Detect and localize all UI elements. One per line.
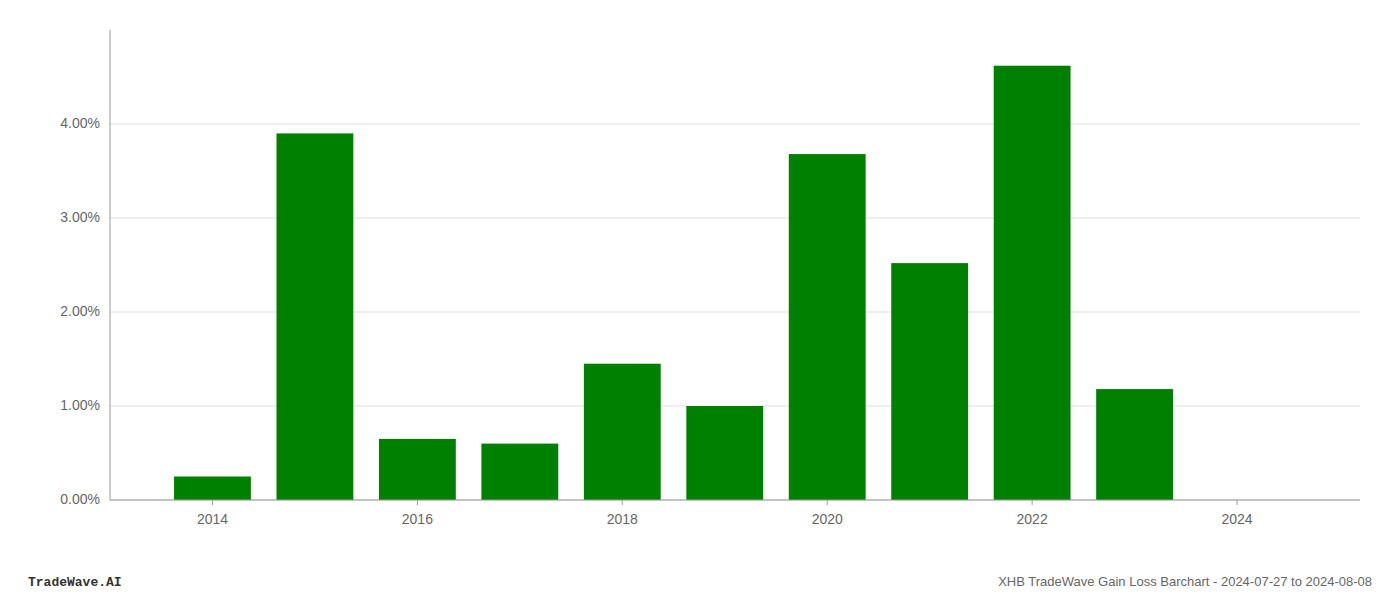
y-tick-labels: 0.00% 1.00% 2.00% 3.00% 4.00%: [60, 115, 100, 507]
y-tick-label: 3.00%: [60, 209, 100, 225]
axes: [110, 30, 1360, 500]
bar: [481, 444, 558, 500]
chart-container: 0.00% 1.00% 2.00% 3.00% 4.00% 2014 2016 2018 202…: [0, 0, 1400, 600]
y-tick-label: 1.00%: [60, 397, 100, 413]
bar: [379, 439, 456, 500]
x-tick: [1237, 500, 1238, 505]
x-tick-label: 2016: [402, 511, 433, 527]
y-tick-label: 0.00%: [60, 491, 100, 507]
x-tick-label: 2020: [812, 511, 843, 527]
x-tick: [212, 500, 213, 505]
x-tick-label: 2022: [1017, 511, 1048, 527]
bar: [276, 133, 353, 500]
footer-left: TradeWave.AI: [28, 575, 122, 590]
grid-line: [110, 500, 1360, 501]
bar: [789, 154, 866, 500]
bar: [584, 364, 661, 500]
y-grid: [110, 124, 1360, 500]
footer-right: XHB TradeWave Gain Loss Barchart - 2024-…: [998, 574, 1372, 589]
x-tick: [1032, 500, 1033, 505]
x-tick-label: 2024: [1221, 511, 1252, 527]
x-axis-line: [110, 500, 1360, 501]
y-tick-label: 2.00%: [60, 303, 100, 319]
x-tick: [417, 500, 418, 505]
y-tick-label: 4.00%: [60, 115, 100, 131]
x-tick: [827, 500, 828, 505]
chart-svg: 0.00% 1.00% 2.00% 3.00% 4.00% 2014 2016 2018 202…: [0, 0, 1400, 600]
bar: [1096, 389, 1173, 500]
bar: [174, 477, 251, 501]
x-ticks: 2014 2016 2018 2020 2022 2024: [197, 500, 1253, 527]
y-axis-line: [110, 30, 111, 500]
background: [0, 0, 1400, 600]
bar: [891, 263, 968, 500]
bar: [686, 406, 763, 500]
bar: [994, 66, 1071, 500]
grid-line: [110, 124, 1360, 125]
x-tick: [622, 500, 623, 505]
x-tick-label: 2014: [197, 511, 228, 527]
x-tick-label: 2018: [607, 511, 638, 527]
bars: [174, 66, 1173, 500]
